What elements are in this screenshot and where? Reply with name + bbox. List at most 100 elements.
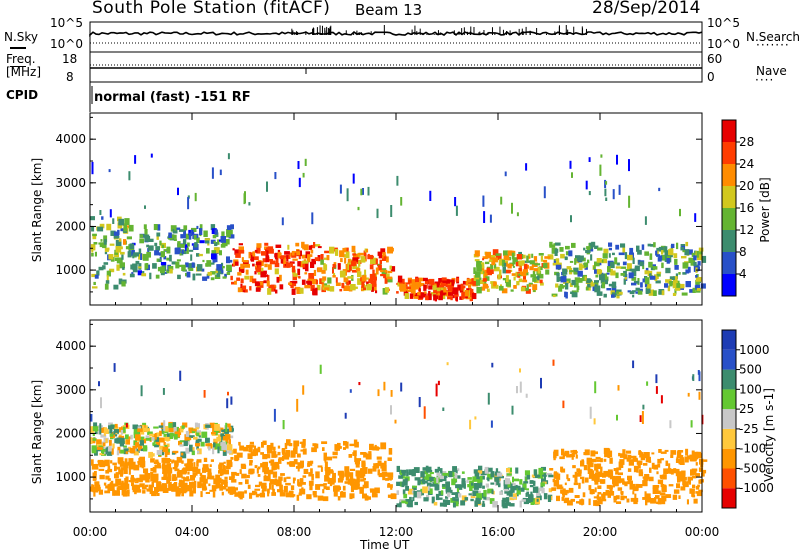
data-cell-velocity bbox=[212, 427, 216, 433]
data-cell-power bbox=[369, 264, 374, 270]
data-cell-power bbox=[339, 250, 345, 258]
data-cell-velocity bbox=[220, 471, 223, 477]
scatter-echo-power bbox=[177, 187, 179, 196]
data-cell-velocity bbox=[200, 441, 205, 447]
data-cell-power bbox=[166, 269, 170, 274]
colorbar-tick-label-velocity: 1000 bbox=[739, 343, 770, 357]
data-cell-velocity bbox=[181, 486, 188, 493]
data-cell-velocity bbox=[364, 467, 368, 474]
data-cell-power bbox=[196, 237, 200, 244]
data-cell-velocity bbox=[510, 482, 516, 486]
data-cell-velocity bbox=[188, 427, 194, 434]
data-cell-velocity bbox=[290, 450, 296, 455]
scatter-echo-power bbox=[367, 186, 370, 196]
data-cell-power bbox=[549, 244, 556, 248]
data-cell-velocity bbox=[112, 489, 115, 496]
data-cell-power bbox=[480, 270, 484, 275]
data-cell-velocity bbox=[477, 479, 482, 484]
data-cell-velocity bbox=[173, 434, 178, 440]
data-cell-velocity bbox=[220, 442, 226, 447]
data-cell-power bbox=[445, 279, 451, 284]
data-cell-velocity bbox=[202, 467, 207, 473]
data-cell-velocity bbox=[524, 470, 530, 476]
data-cell-velocity bbox=[486, 477, 489, 480]
data-cell-velocity bbox=[603, 470, 610, 477]
data-cell-power bbox=[173, 238, 177, 241]
data-cell-power bbox=[347, 276, 354, 279]
data-cell-power bbox=[343, 285, 349, 291]
data-cell-velocity bbox=[597, 492, 602, 495]
nave-legend-dots: ···· bbox=[755, 73, 775, 87]
scatter-echo-power bbox=[187, 197, 190, 210]
data-cell-power bbox=[179, 252, 182, 256]
scatter-echo-velocity bbox=[98, 381, 100, 387]
data-cell-power bbox=[555, 258, 560, 265]
data-cell-power bbox=[132, 254, 135, 259]
data-cell-power bbox=[596, 291, 603, 296]
data-cell-power bbox=[576, 285, 580, 290]
data-cell-power bbox=[241, 285, 247, 291]
data-cell-velocity bbox=[517, 485, 521, 491]
data-cell-velocity bbox=[363, 452, 368, 458]
data-cell-power bbox=[364, 269, 367, 277]
data-cell-power bbox=[590, 246, 593, 249]
data-cell-power bbox=[211, 228, 217, 234]
data-cell-power bbox=[152, 263, 157, 269]
data-cell-velocity bbox=[212, 491, 216, 498]
data-cell-velocity bbox=[324, 475, 329, 482]
data-cell-velocity bbox=[515, 467, 519, 474]
x-tick-label: 20:00 bbox=[583, 525, 618, 539]
data-cell-power bbox=[220, 236, 226, 243]
scatter-echo-power bbox=[304, 158, 307, 166]
data-cell-velocity bbox=[130, 434, 133, 440]
data-cell-velocity bbox=[252, 449, 258, 456]
data-cell-power bbox=[615, 272, 619, 279]
data-cell-velocity bbox=[632, 491, 635, 495]
freq-panel-frame bbox=[89, 51, 703, 83]
x-axis-title: Time UT bbox=[360, 538, 410, 552]
data-cell-power bbox=[124, 218, 130, 225]
data-cell-velocity bbox=[129, 448, 136, 454]
data-cell-velocity bbox=[281, 448, 286, 455]
data-cell-power bbox=[601, 282, 606, 289]
nsearch-legend-dots: ······· bbox=[756, 38, 790, 52]
data-cell-velocity bbox=[134, 481, 139, 484]
data-cell-velocity bbox=[159, 445, 164, 450]
data-cell-velocity bbox=[91, 464, 98, 470]
data-cell-velocity bbox=[529, 484, 534, 488]
scatter-echo-power bbox=[571, 172, 573, 178]
data-cell-power bbox=[274, 268, 279, 275]
data-cell-velocity bbox=[297, 468, 300, 472]
data-cell-velocity bbox=[513, 478, 519, 482]
data-cell-velocity bbox=[243, 446, 249, 452]
data-cell-velocity bbox=[506, 468, 510, 473]
data-cell-velocity bbox=[226, 444, 233, 451]
data-cell-velocity bbox=[187, 471, 190, 475]
data-cell-power bbox=[291, 250, 295, 256]
data-cell-power bbox=[627, 263, 632, 270]
data-cell-power bbox=[523, 287, 529, 291]
data-cell-velocity bbox=[445, 496, 449, 499]
data-cell-velocity bbox=[627, 454, 632, 460]
data-cell-velocity bbox=[221, 444, 227, 451]
data-cell-velocity bbox=[538, 467, 544, 475]
data-cell-velocity bbox=[354, 460, 360, 465]
data-cell-power bbox=[104, 283, 109, 290]
scatter-echo-velocity bbox=[511, 405, 514, 415]
data-cell-power bbox=[440, 293, 446, 300]
data-cell-velocity bbox=[508, 490, 513, 497]
data-cell-velocity bbox=[639, 460, 643, 465]
colorbar-segment-power bbox=[722, 208, 736, 230]
data-cell-power bbox=[599, 273, 605, 281]
data-cell-velocity bbox=[375, 463, 380, 469]
data-cell-power bbox=[157, 266, 161, 272]
data-cell-power bbox=[503, 250, 509, 256]
data-cell-velocity bbox=[494, 476, 500, 482]
data-cell-velocity bbox=[302, 439, 306, 446]
data-cell-power bbox=[587, 283, 592, 288]
data-cell-velocity bbox=[446, 489, 451, 494]
scatter-echo-power bbox=[694, 213, 697, 222]
data-cell-power bbox=[303, 259, 307, 262]
data-cell-velocity bbox=[268, 460, 272, 464]
data-cell-velocity bbox=[108, 425, 113, 430]
